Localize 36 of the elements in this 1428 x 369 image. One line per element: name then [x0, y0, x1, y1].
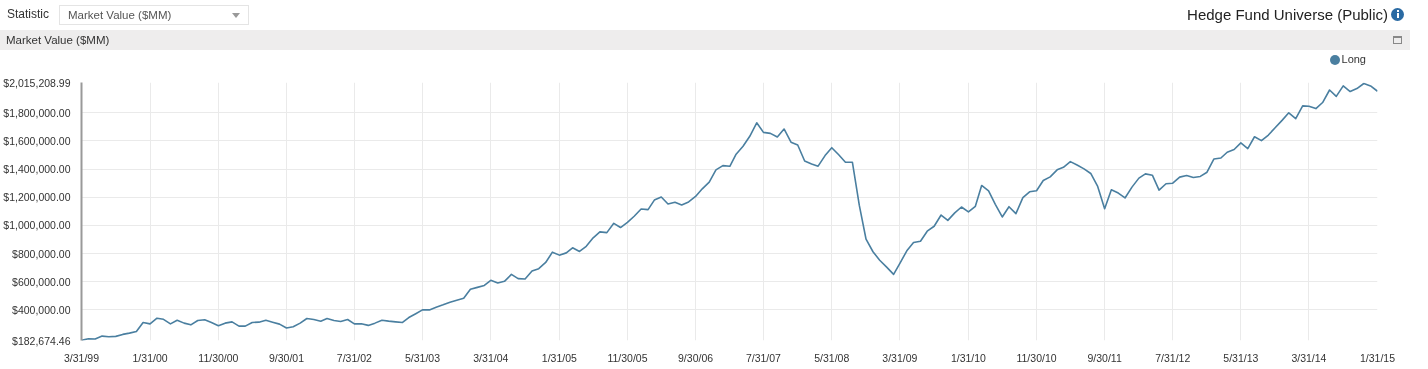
x-tick-label: 9/30/06	[678, 351, 714, 364]
x-tick-label: 1/31/00	[132, 351, 168, 364]
x-tick-label: 1/31/10	[950, 351, 987, 364]
y-tick-label: $1,200,000.00	[3, 191, 71, 204]
x-tick-label: 1/31/15	[1359, 351, 1396, 364]
y-tick-label: $1,600,000.00	[3, 134, 71, 147]
x-tick-label: 7/31/02	[336, 351, 373, 364]
x-tick-label: 3/31/14	[1291, 351, 1327, 364]
text: Market Value ($MM)	[59, 5, 250, 25]
legend-label: Long	[1340, 52, 1366, 68]
x-tick-label: 5/31/13	[1223, 351, 1259, 364]
x-tick-label: 5/31/03	[404, 351, 441, 364]
y-tick-label: $400,000.00	[12, 303, 71, 316]
x-tick-label: 7/31/12	[1155, 351, 1191, 364]
y-tick-label: $1,800,000.00	[3, 106, 71, 119]
x-tick-label: 11/30/00	[198, 351, 239, 364]
x-tick-label: 9/30/11	[1087, 351, 1122, 364]
chart-title: Hedge Fund Universe (Public)	[1187, 5, 1389, 26]
y-tick-label: $1,400,000.00	[3, 163, 71, 176]
x-tick-label: 11/30/05	[607, 351, 648, 364]
x-tick-label: 3/31/09	[882, 351, 918, 364]
x-tick-label: 11/30/10	[1016, 351, 1057, 364]
line-series	[81, 82, 1378, 341]
x-tick-label: 3/31/04	[473, 351, 509, 364]
y-tick-label: $2,015,208.99	[3, 76, 71, 89]
y-tick-label: $1,000,000.00	[3, 219, 71, 232]
y-tick-label: $182,674.46	[12, 334, 71, 347]
x-tick-label: 7/31/07	[745, 351, 782, 364]
text: Statistic	[7, 6, 50, 24]
x-tick-label: 3/31/99	[63, 351, 100, 364]
x-tick-label: 1/31/05	[541, 351, 578, 364]
y-tick-label: $600,000.00	[12, 275, 71, 288]
x-tick-label: 9/30/01	[268, 351, 305, 364]
y-tick-label: $800,000.00	[12, 247, 71, 260]
x-tick-label: 5/31/08	[814, 351, 850, 364]
chart-subtitle: Market Value ($MM)	[6, 32, 110, 48]
